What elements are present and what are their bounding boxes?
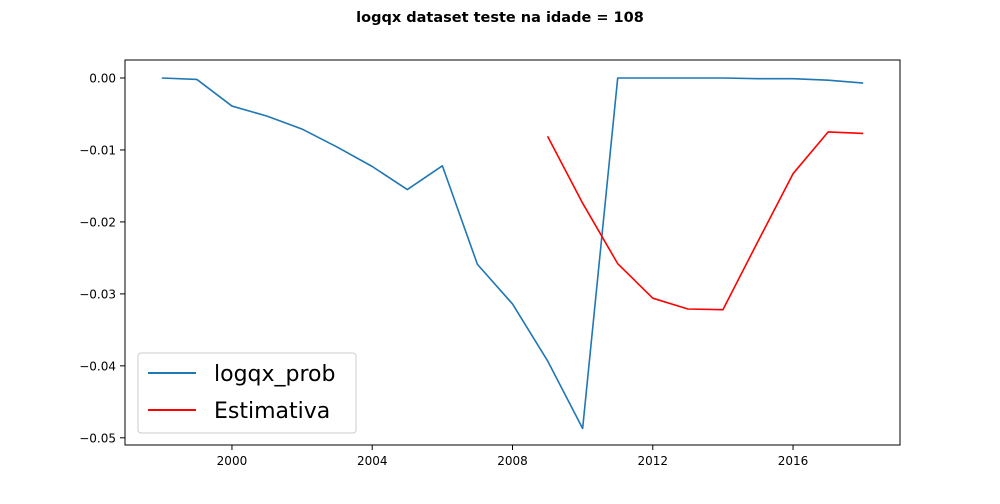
legend-label: Estimativa	[214, 399, 330, 424]
series-line-estimativa	[546, 131, 864, 311]
legend-label: logqx_prob	[214, 362, 335, 387]
chart-title: logqx dataset teste na idade = 108	[356, 10, 644, 26]
y-tick-label: −0.02	[79, 215, 116, 229]
axes: 2000 2004 2008 2012 2016 0.00 −0.01 −0.02 −0.03 −…	[79, 59, 901, 468]
y-tick-label: −0.03	[79, 287, 116, 301]
x-tick-label: 2008	[497, 454, 528, 468]
x-tick-label: 2012	[637, 454, 668, 468]
y-tick-label: −0.01	[79, 143, 116, 157]
y-tick-label: −0.05	[79, 431, 116, 445]
x-tick-label: 2004	[357, 454, 388, 468]
y-tick-label: 0.00	[89, 71, 116, 85]
legend: logqx_prob Estimativa	[137, 352, 357, 434]
y-tick-label: −0.04	[79, 359, 116, 373]
series-line-logqx-prob	[161, 77, 864, 430]
x-tick-label: 2000	[217, 454, 248, 468]
x-tick-label: 2016	[778, 454, 809, 468]
series-layer	[161, 77, 864, 430]
plot-frame	[124, 59, 901, 446]
